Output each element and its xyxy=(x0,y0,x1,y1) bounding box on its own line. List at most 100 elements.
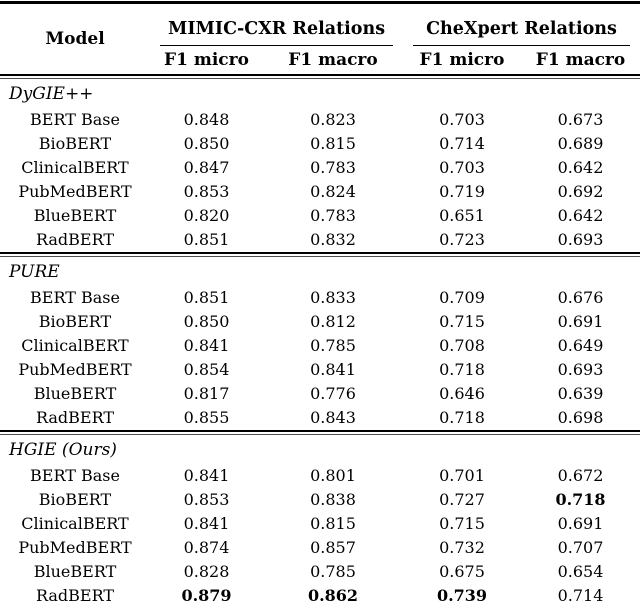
metric-value: 0.672 xyxy=(557,465,604,485)
model-name: ClinicalBERT xyxy=(21,513,129,533)
top-rule xyxy=(0,1,640,4)
section-divider xyxy=(0,74,640,79)
group-header-mimic: MIMIC-CXR Relations xyxy=(150,4,403,46)
section-divider xyxy=(0,430,640,435)
metric-value: 0.718 xyxy=(439,407,485,427)
model-name: BlueBERT xyxy=(33,205,117,225)
metric-value: 0.673 xyxy=(557,109,604,129)
metric-value: 0.853 xyxy=(183,489,230,509)
table-row: BioBERT 0.850 0.812 0.715 0.691 xyxy=(0,309,640,333)
metric-value: 0.785 xyxy=(310,335,356,355)
metric-value: 0.676 xyxy=(557,287,604,307)
subheader-mimic-f1-micro: F1 micro xyxy=(164,49,249,70)
model-name: BioBERT xyxy=(38,489,112,509)
metric-value: 0.642 xyxy=(557,157,604,177)
section-name: HGIE (Ours) xyxy=(9,439,117,460)
metric-value: 0.823 xyxy=(310,109,356,129)
metric-value: 0.719 xyxy=(439,181,485,201)
metric-value: 0.862 xyxy=(307,585,359,605)
metric-value: 0.853 xyxy=(183,181,230,201)
metric-value: 0.812 xyxy=(310,311,356,331)
metric-value: 0.698 xyxy=(557,407,604,427)
model-name: ClinicalBERT xyxy=(21,335,129,355)
metric-value: 0.646 xyxy=(439,383,485,403)
metric-value: 0.692 xyxy=(557,181,604,201)
horizontal-rule-row xyxy=(0,251,640,258)
metric-value: 0.879 xyxy=(181,585,232,605)
model-name: RadBERT xyxy=(35,407,115,427)
metric-value: 0.639 xyxy=(557,383,604,403)
metric-value: 0.820 xyxy=(183,205,230,225)
metric-value: 0.848 xyxy=(183,109,230,129)
table-row: BlueBERT 0.817 0.776 0.646 0.639 xyxy=(0,381,640,405)
model-name: BlueBERT xyxy=(33,561,117,581)
horizontal-rule-row xyxy=(0,73,640,80)
metric-value: 0.801 xyxy=(310,465,356,485)
metric-value: 0.693 xyxy=(557,229,604,249)
table-row: RadBERT 0.879 0.862 0.739 0.714 xyxy=(0,583,640,607)
table-body: DyGIE++ BERT Base 0.848 0.823 0.703 0.673 BioB… xyxy=(0,73,640,608)
metric-value: 0.832 xyxy=(310,229,356,249)
group-header-chexpert-label: CheXpert Relations xyxy=(413,19,630,46)
metric-value: 0.833 xyxy=(310,287,356,307)
metric-value: 0.841 xyxy=(310,359,356,379)
metric-value: 0.654 xyxy=(557,561,604,581)
metric-value: 0.651 xyxy=(439,205,485,225)
metric-value: 0.843 xyxy=(310,407,356,427)
group-header-chexpert: CheXpert Relations xyxy=(403,4,640,46)
metric-value: 0.817 xyxy=(183,383,230,403)
table-row: RadBERT 0.855 0.843 0.718 0.698 xyxy=(0,405,640,429)
table-row: BlueBERT 0.828 0.785 0.675 0.654 xyxy=(0,559,640,583)
table-row: PubMedBERT 0.874 0.857 0.732 0.707 xyxy=(0,535,640,559)
metric-value: 0.785 xyxy=(310,561,356,581)
metric-value: 0.857 xyxy=(310,537,356,557)
metric-value: 0.841 xyxy=(183,465,230,485)
group-header-row: Model MIMIC-CXR Relations CheXpert Relat… xyxy=(0,4,640,49)
section-header-row: DyGIE++ xyxy=(0,80,640,107)
model-name: PubMedBERT xyxy=(18,181,132,201)
section-header-row: PURE xyxy=(0,258,640,285)
metric-value: 0.715 xyxy=(439,513,485,533)
metric-value: 0.851 xyxy=(183,287,230,307)
metric-value: 0.727 xyxy=(439,489,485,509)
model-name: RadBERT xyxy=(35,585,115,605)
metric-value: 0.851 xyxy=(183,229,230,249)
metric-value: 0.703 xyxy=(439,157,485,177)
subheader-mimic-f1-macro: F1 macro xyxy=(288,49,378,70)
section-header-row: HGIE (Ours) xyxy=(0,436,640,463)
metric-value: 0.649 xyxy=(557,335,604,355)
group-header-mimic-label: MIMIC-CXR Relations xyxy=(160,19,393,46)
model-name: BERT Base xyxy=(30,109,120,129)
subheader-chexpert-f1-macro: F1 macro xyxy=(535,49,626,70)
table-row: BioBERT 0.850 0.815 0.714 0.689 xyxy=(0,131,640,155)
metric-value: 0.691 xyxy=(557,513,604,533)
metric-value: 0.715 xyxy=(439,311,485,331)
metric-value: 0.718 xyxy=(555,489,606,509)
subheader-chexpert-f1-micro: F1 micro xyxy=(419,49,505,70)
table-row: PubMedBERT 0.854 0.841 0.718 0.693 xyxy=(0,357,640,381)
model-name: BlueBERT xyxy=(33,383,117,403)
model-name: BERT Base xyxy=(30,287,120,307)
model-name: BioBERT xyxy=(38,311,112,331)
metric-value: 0.838 xyxy=(310,489,356,509)
model-name: BERT Base xyxy=(30,465,120,485)
metric-value: 0.854 xyxy=(183,359,230,379)
metric-value: 0.689 xyxy=(557,133,604,153)
metric-value: 0.783 xyxy=(310,157,356,177)
metric-value: 0.707 xyxy=(557,537,604,557)
table-row: PubMedBERT 0.853 0.824 0.719 0.692 xyxy=(0,179,640,203)
metric-value: 0.850 xyxy=(183,133,230,153)
metric-value: 0.642 xyxy=(557,205,604,225)
metric-value: 0.841 xyxy=(183,513,230,533)
metric-value: 0.732 xyxy=(439,537,485,557)
metric-value: 0.718 xyxy=(439,359,485,379)
results-table: Model MIMIC-CXR Relations CheXpert Relat… xyxy=(0,4,640,608)
metric-value: 0.714 xyxy=(439,133,485,153)
metric-value: 0.776 xyxy=(310,383,356,403)
metric-value: 0.709 xyxy=(439,287,485,307)
model-name: RadBERT xyxy=(35,229,115,249)
section-divider xyxy=(0,252,640,257)
model-name: ClinicalBERT xyxy=(21,157,129,177)
subheader-row: F1 micro F1 macro F1 micro F1 macro xyxy=(0,46,640,73)
model-name: PubMedBERT xyxy=(18,537,132,557)
